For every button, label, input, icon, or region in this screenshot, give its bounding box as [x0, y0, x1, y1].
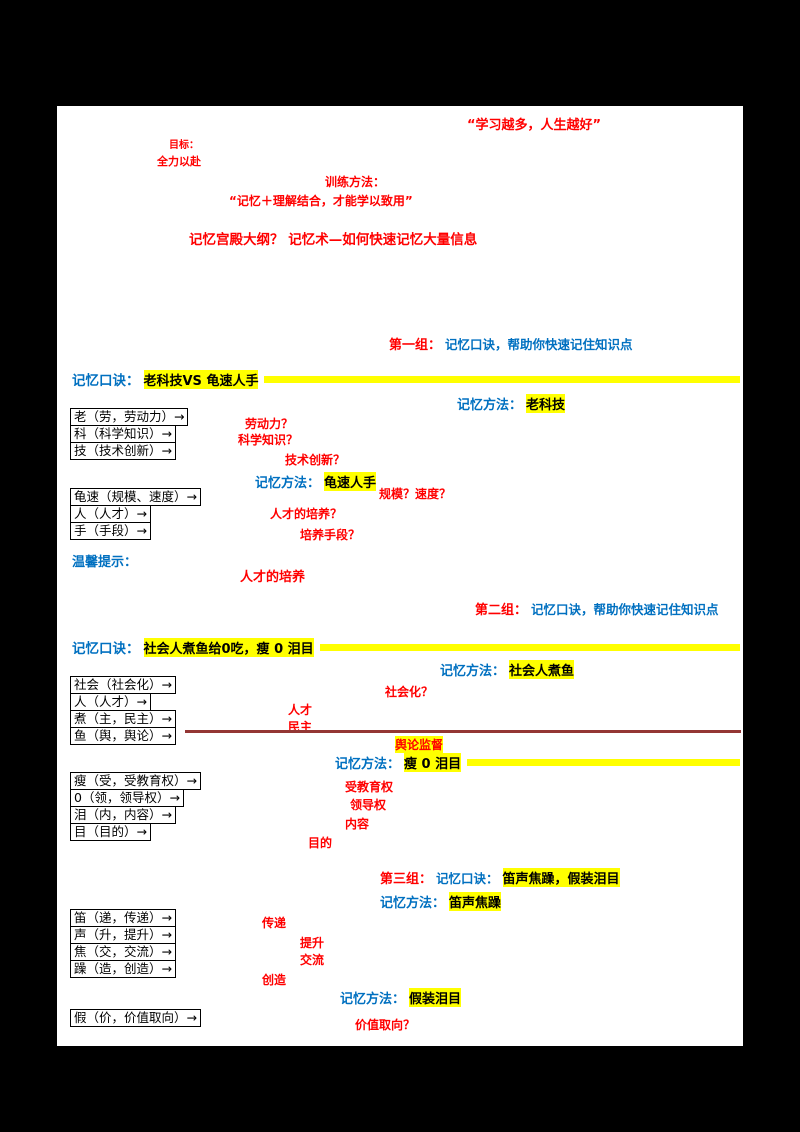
group2-intro-label: 第二组： [475, 603, 528, 618]
annotation-note: 科学知识？ [238, 433, 299, 447]
group1-method1-text: 老科技 [526, 394, 566, 413]
group2-method2-label: 记忆方法： [335, 757, 401, 772]
annotation-note: 价值取向？ [355, 1018, 416, 1032]
group3-method2: 记忆方法： 假装泪目 [340, 988, 462, 1007]
group3-method2-label: 记忆方法： [340, 992, 406, 1007]
group2-method1-rows: 社会（社会化）→ 人（人才）→ 煮（主，民主）→ 鱼（舆，舆论）→ [70, 676, 176, 745]
yellow-highlight-bar [467, 759, 740, 766]
group2-mnemonic-label: 记忆口诀： [72, 641, 140, 657]
yellow-highlight-bar [319, 643, 740, 651]
annotation-note: 领导权 [350, 798, 387, 812]
mnemonic-row: 技（技术创新）→ [70, 442, 176, 460]
method-intro-quote: “记忆＋理解结合，才能学以致用” [229, 194, 413, 208]
annotation-note: 技术创新？ [285, 453, 346, 467]
group1-intro-text: 记忆口诀，帮助你快速记住知识点 [445, 337, 633, 352]
group2-method2: 记忆方法： 瘦 0 泪目 [335, 753, 740, 772]
mnemonic-row: 社会（社会化）→ [70, 676, 176, 694]
mnemonic-row: 龟速（规模、速度）→ [70, 488, 201, 506]
annotation-note: 传递 [262, 916, 287, 930]
mnemonic-row: 老（劳，劳动力）→ [70, 408, 189, 426]
main-title: 记忆宫殿大纲？ 记忆术—如何快速记忆大量信息 [189, 232, 478, 248]
mnemonic-row: 人（人才）→ [70, 505, 151, 523]
group1-method2: 记忆方法： 龟速人手 [255, 472, 377, 491]
group1-tip-label: 温馨提示： [72, 555, 138, 570]
group3-intro-highlight: 笛声焦躁，假装泪目 [502, 868, 620, 887]
annotation-note: 目的 [308, 836, 333, 850]
group1-mnemonic-heading: 记忆口诀： 老科技VS 龟速人手 [72, 369, 740, 389]
group3-method1-text: 笛声焦躁 [449, 892, 502, 911]
annotation-note: 交流 [300, 953, 325, 967]
mnemonic-row: 目（目的）→ [70, 823, 151, 841]
annotation-note: 规模？速度？ [379, 487, 452, 501]
top-quote: “学习越多，人生越好” [467, 118, 602, 133]
group1-method2-rows: 龟速（规模、速度）→ 人（人才）→ 手（手段）→ [70, 488, 201, 540]
annotation-note: 人才的培养？ [270, 507, 343, 521]
annotation-note: 创造 [262, 973, 287, 987]
group2-method2-text: 瘦 0 泪目 [404, 753, 462, 772]
mnemonic-row: 0（领，领导权）→ [70, 789, 184, 807]
yellow-highlight-bar [264, 375, 740, 383]
mnemonic-row: 瘦（受，受教育权）→ [70, 772, 201, 790]
annotation-note: 受教育权 [345, 780, 394, 794]
mnemonic-row: 焦（交，交流）→ [70, 943, 176, 961]
side-note-line2: 全力以赴 [157, 155, 201, 168]
mnemonic-row: 假（价，价值取向）→ [70, 1009, 201, 1027]
annotation-note: 劳动力？ [245, 417, 294, 431]
annotation-note-highlighted: 舆论监督 [395, 736, 444, 753]
method-intro-label: 训练方法： [325, 175, 386, 189]
group3-method1-rows: 笛（递，传递）→ 声（升，提升）→ 焦（交，交流）→ 躁（造，创造）→ [70, 909, 176, 978]
annotation-note: 培养手段？ [300, 528, 361, 542]
annotation-note: 社会化？ [385, 685, 434, 699]
annotation-note: 提升 [300, 936, 325, 950]
annotation-note: 人才 [288, 703, 313, 717]
group1-method2-label: 记忆方法： [255, 476, 321, 491]
group1-intro-label: 第一组： [389, 338, 442, 353]
group1-mnemonic-label: 记忆口诀： [72, 373, 140, 389]
mnemonic-row: 科（科学知识）→ [70, 425, 176, 443]
document-page: “学习越多，人生越好” 目标： 全力以赴 训练方法： “记忆＋理解结合，才能学以… [57, 106, 743, 1046]
group2-mnemonic-heading: 记忆口诀： 社会人煮鱼给0吃，瘦 0 泪目 [72, 637, 740, 657]
mnemonic-row: 鱼（舆，舆论）→ [70, 727, 176, 745]
group2-intro: 第二组： 记忆口诀，帮助你快速记住知识点 [475, 599, 719, 618]
group3-method1-label: 记忆方法： [380, 896, 446, 911]
group2-mnemonic-text: 社会人煮鱼给0吃，瘦 0 泪目 [143, 638, 314, 657]
mnemonic-row: 煮（主，民主）→ [70, 710, 176, 728]
group1-method1-rows: 老（劳，劳动力）→ 科（科学知识）→ 技（技术创新）→ [70, 408, 189, 460]
mnemonic-row: 手（手段）→ [70, 522, 151, 540]
annotation-note: 内容 [345, 817, 370, 831]
group2-method2-rows: 瘦（受，受教育权）→ 0（领，领导权）→ 泪（内，内容）→ 目（目的）→ [70, 772, 201, 841]
group3-method1: 记忆方法： 笛声焦躁 [380, 892, 502, 911]
group2-method1-label: 记忆方法： [440, 664, 506, 679]
group1-mnemonic-text: 老科技VS 龟速人手 [143, 370, 259, 389]
group1-method1-label: 记忆方法： [457, 398, 523, 413]
mnemonic-row: 笛（递，传递）→ [70, 909, 176, 927]
mnemonic-row: 泪（内，内容）→ [70, 806, 176, 824]
group2-method1: 记忆方法： 社会人煮鱼 [440, 660, 575, 679]
group3-intro: 第三组： 记忆口诀： 笛声焦躁，假装泪目 [380, 868, 620, 887]
group1-intro: 第一组： 记忆口诀，帮助你快速记住知识点 [389, 334, 633, 353]
group1-method1: 记忆方法： 老科技 [457, 394, 566, 413]
group2-method1-text: 社会人煮鱼 [509, 660, 575, 679]
mnemonic-row: 躁（造，创造）→ [70, 960, 176, 978]
group1-tip-text: 人才的培养 [240, 570, 306, 585]
group3-intro-label: 第三组： [380, 872, 433, 887]
dark-red-underline [185, 730, 741, 733]
mnemonic-row: 声（升，提升）→ [70, 926, 176, 944]
group3-method2-text: 假装泪目 [409, 988, 462, 1007]
group3-method2-rows: 假（价，价值取向）→ [70, 1009, 201, 1027]
group1-method2-text: 龟速人手 [324, 472, 377, 491]
group2-intro-text: 记忆口诀，帮助你快速记住知识点 [531, 602, 719, 617]
mnemonic-row: 人（人才）→ [70, 693, 151, 711]
side-note-line1: 目标： [169, 140, 199, 151]
group3-intro-text: 记忆口诀： [436, 871, 499, 886]
